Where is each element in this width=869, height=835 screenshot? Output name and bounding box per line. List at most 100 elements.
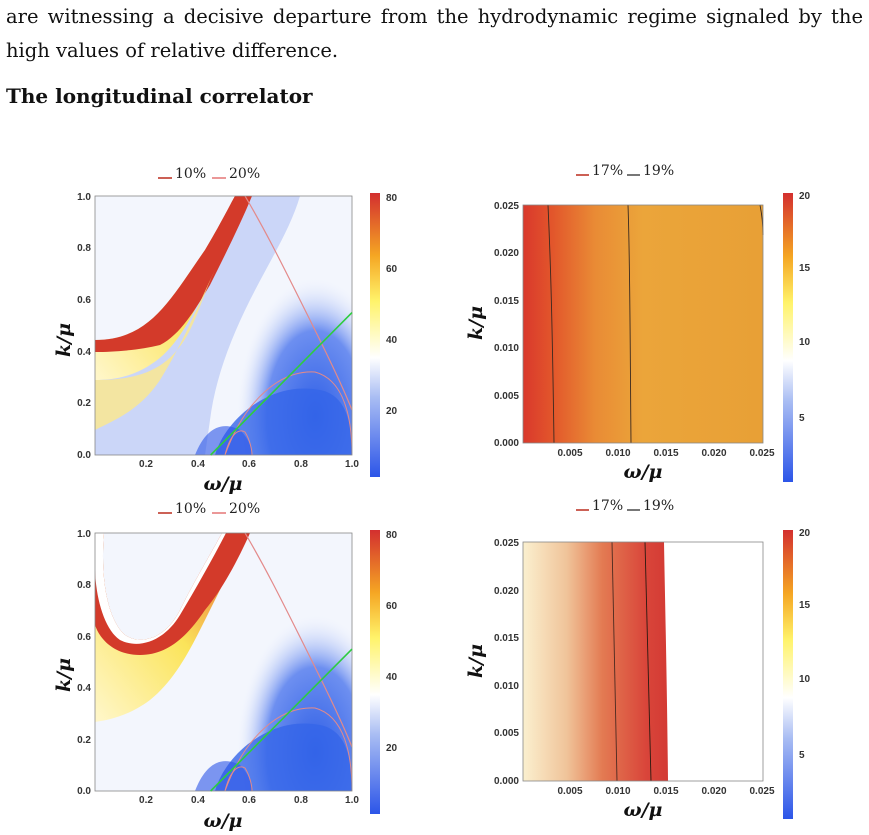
x-tick-label: 0.005 bbox=[557, 786, 582, 797]
heatmap-field bbox=[95, 533, 352, 791]
colorbar: 20 40 60 80 bbox=[370, 193, 398, 477]
y-tick-label: 0.6 bbox=[77, 295, 91, 306]
colorbar-tick-label: 40 bbox=[386, 672, 398, 683]
x-tick-label: 0.005 bbox=[557, 448, 582, 459]
heatmap-panel-top-right: 0.005 0.010 0.015 0.020 0.025 0.000 0.00… bbox=[465, 163, 811, 483]
y-tick-labels: 0.000 0.005 0.010 0.015 0.020 0.025 bbox=[494, 538, 519, 787]
colorbar: 5 10 15 20 bbox=[783, 528, 811, 819]
legend: 17% 19% bbox=[576, 498, 674, 514]
colorbar-tick-label: 10 bbox=[799, 674, 811, 685]
y-tick-label: 0.4 bbox=[77, 347, 91, 358]
colorbar-tick-label: 40 bbox=[386, 335, 398, 346]
colorbar-tick-label: 15 bbox=[799, 263, 811, 274]
plot-frame bbox=[522, 541, 764, 782]
green-reference-line bbox=[210, 648, 353, 792]
plot-frame bbox=[522, 204, 764, 444]
x-tick-labels: 0.2 0.4 0.6 0.8 1.0 bbox=[139, 459, 359, 470]
y-tick-label: 0.0 bbox=[77, 450, 91, 461]
y-tick-label: 0.6 bbox=[77, 632, 91, 643]
x-tick-label: 0.6 bbox=[242, 459, 256, 470]
heatmap-panel-top-left: 0.2 0.4 0.6 0.8 1.0 0.0 0.2 0.4 0.6 0.8 … bbox=[53, 166, 398, 495]
colorbar-tick-label: 20 bbox=[386, 743, 398, 754]
colorbar-tick-label: 20 bbox=[386, 406, 398, 417]
x-tick-label: 0.025 bbox=[749, 786, 774, 797]
y-tick-label: 0.010 bbox=[494, 681, 519, 692]
y-tick-labels: 0.0 0.2 0.4 0.6 0.8 1.0 bbox=[77, 529, 91, 797]
x-axis-label: ω/μ bbox=[624, 461, 663, 483]
y-tick-label: 0.4 bbox=[77, 683, 91, 694]
colorbar-tick-label: 80 bbox=[386, 193, 398, 204]
x-tick-label: 0.6 bbox=[242, 795, 256, 806]
colorbar-tick-label: 10 bbox=[799, 337, 811, 348]
colorbar-strip bbox=[370, 193, 380, 477]
y-tick-label: 0.020 bbox=[494, 248, 519, 259]
x-tick-label: 0.4 bbox=[191, 795, 205, 806]
section-heading: The longitudinal correlator bbox=[6, 84, 313, 108]
colorbar-strip bbox=[370, 530, 380, 814]
x-axis-label: ω/μ bbox=[204, 810, 243, 832]
x-tick-label: 0.2 bbox=[139, 459, 153, 470]
x-tick-label: 1.0 bbox=[345, 795, 359, 806]
y-tick-label: 0.8 bbox=[77, 580, 91, 591]
colorbar-strip bbox=[783, 193, 793, 482]
legend-label: 20% bbox=[229, 166, 260, 182]
x-tick-label: 0.015 bbox=[653, 448, 678, 459]
x-tick-label: 0.2 bbox=[139, 795, 153, 806]
legend-label: 19% bbox=[643, 163, 674, 179]
colorbar-tick-label: 80 bbox=[386, 530, 398, 541]
y-tick-label: 1.0 bbox=[77, 529, 91, 540]
colorbar-tick-label: 20 bbox=[799, 528, 811, 539]
x-tick-label: 0.010 bbox=[605, 786, 630, 797]
heatmap-field bbox=[523, 205, 763, 443]
legend-label: 10% bbox=[175, 501, 206, 517]
body-paragraph: are witnessing a decisive departure from… bbox=[6, 5, 863, 62]
y-axis-label: k/μ bbox=[53, 323, 75, 357]
colorbar-tick-label: 5 bbox=[799, 413, 805, 424]
x-tick-labels: 0.005 0.010 0.015 0.020 0.025 bbox=[557, 448, 774, 459]
y-tick-label: 0.8 bbox=[77, 243, 91, 254]
y-axis-label: k/μ bbox=[465, 644, 487, 678]
legend-label: 20% bbox=[229, 501, 260, 517]
legend-label: 10% bbox=[175, 166, 206, 182]
y-tick-label: 1.0 bbox=[77, 192, 91, 203]
y-tick-label: 0.2 bbox=[77, 735, 91, 746]
y-tick-label: 0.015 bbox=[494, 633, 519, 644]
legend-label: 19% bbox=[643, 498, 674, 514]
y-tick-label: 0.025 bbox=[494, 201, 519, 212]
y-tick-label: 0.000 bbox=[494, 776, 519, 787]
heatmap-panel-bottom-left: 0.2 0.4 0.6 0.8 1.0 0.0 0.2 0.4 0.6 0.8 … bbox=[53, 501, 398, 832]
contour-17 bbox=[547, 204, 555, 444]
legend: 17% 19% bbox=[576, 163, 674, 179]
y-tick-label: 0.0 bbox=[77, 786, 91, 797]
y-tick-label: 0.020 bbox=[494, 586, 519, 597]
x-tick-label: 0.8 bbox=[294, 795, 308, 806]
colorbar-strip bbox=[783, 530, 793, 819]
colorbar-tick-label: 20 bbox=[799, 191, 811, 202]
x-tick-label: 0.020 bbox=[701, 448, 726, 459]
x-tick-label: 1.0 bbox=[345, 459, 359, 470]
contour-19 bbox=[627, 204, 632, 444]
x-tick-labels: 0.005 0.010 0.015 0.020 0.025 bbox=[557, 786, 774, 797]
y-tick-label: 0.2 bbox=[77, 398, 91, 409]
colorbar: 5 10 15 20 bbox=[783, 191, 811, 482]
y-tick-label: 0.005 bbox=[494, 391, 519, 402]
y-tick-label: 0.010 bbox=[494, 343, 519, 354]
colorbar-tick-label: 5 bbox=[799, 750, 805, 761]
x-axis-label: ω/μ bbox=[624, 799, 663, 821]
contour-17 bbox=[611, 541, 618, 782]
legend: 10% 20% bbox=[158, 166, 260, 182]
y-tick-label: 0.005 bbox=[494, 728, 519, 739]
y-tick-label: 0.015 bbox=[494, 296, 519, 307]
x-tick-label: 0.020 bbox=[701, 786, 726, 797]
y-tick-label: 0.025 bbox=[494, 538, 519, 549]
y-tick-labels: 0.000 0.005 0.010 0.015 0.020 0.025 bbox=[494, 201, 519, 449]
x-axis-label: ω/μ bbox=[204, 473, 243, 495]
colorbar-tick-label: 60 bbox=[386, 264, 398, 275]
colorbar-tick-label: 15 bbox=[799, 600, 811, 611]
colorbar: 20 40 60 80 bbox=[370, 530, 398, 814]
y-axis-label: k/μ bbox=[465, 306, 487, 340]
contour-19 bbox=[644, 541, 652, 782]
x-tick-label: 0.015 bbox=[653, 786, 678, 797]
x-tick-label: 0.025 bbox=[749, 448, 774, 459]
